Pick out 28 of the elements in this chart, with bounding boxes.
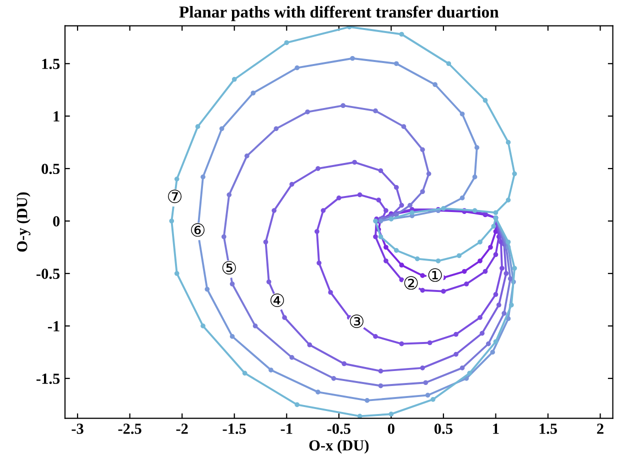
x-tick-label: 0 [388, 424, 394, 434]
x-tick-label: -2 [176, 424, 188, 434]
x-tick-label: -1 [280, 424, 292, 434]
x-tick-label: 1 [493, 424, 499, 434]
x-tick-label: -1.5 [222, 424, 246, 434]
annotation: ① [428, 268, 442, 282]
y-tick-label: 1.5 [42, 58, 60, 70]
y-tick-label: 0.5 [42, 164, 60, 174]
x-tick-label: 2 [597, 424, 604, 434]
annotation: ⑦ [168, 190, 182, 204]
y-tick-label: -1.5 [36, 374, 60, 384]
x-tick-label: -3 [72, 424, 84, 434]
y-tick-label: -0.5 [36, 268, 60, 280]
x-tick-label: -2.5 [118, 424, 142, 434]
annotation: ⑤ [222, 260, 236, 274]
x-tick-label: -0.5 [327, 424, 350, 434]
y-axis-title: O-y (DU) [16, 192, 30, 252]
annotation: ② [404, 276, 418, 290]
y-tick-label: 1 [54, 111, 60, 122]
y-tick-label: 0 [53, 216, 60, 226]
x-tick-label: 0.5 [434, 424, 452, 434]
x-tick-label: 1.5 [540, 424, 557, 434]
annotation: ⑥ [191, 223, 205, 237]
annotation: ④ [270, 293, 284, 307]
x-axis-title: O-x (DU) [309, 440, 369, 454]
chart-title: Planar paths with different transfer duartion [179, 6, 499, 22]
annotation: ③ [350, 314, 364, 328]
y-tick-label: -1 [48, 321, 60, 332]
